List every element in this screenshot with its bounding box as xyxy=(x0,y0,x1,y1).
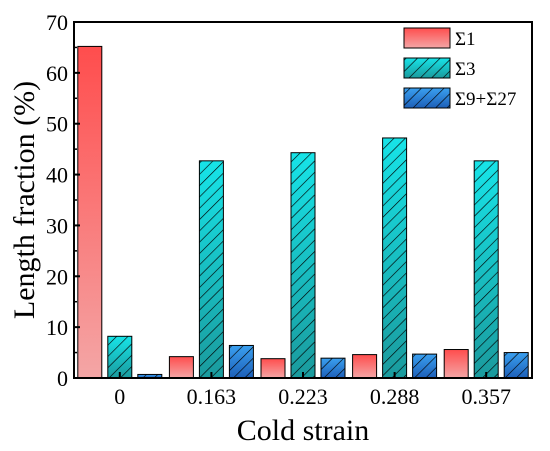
y-tick-label: 20 xyxy=(46,264,68,289)
bar-hatch-Σ9+Σ27-0 xyxy=(137,374,162,378)
x-tick-label: 0.288 xyxy=(370,384,420,409)
y-axis-title: Length fraction (%) xyxy=(8,81,41,319)
bar-hatch-Σ3-0.163 xyxy=(199,160,224,378)
x-tick-label: 0.163 xyxy=(187,384,237,409)
bar-Σ1-0 xyxy=(77,45,103,379)
bar-hatch-Σ9+Σ27-0.163 xyxy=(229,345,254,378)
y-axis: 0 10 20 30 40 50 60 70 xyxy=(46,10,80,391)
y-tick-label: 60 xyxy=(46,61,68,86)
legend-label: Σ3 xyxy=(455,59,476,80)
x-tick-label: 0 xyxy=(114,384,125,409)
legend-label: Σ9+Σ27 xyxy=(455,89,516,110)
legend-swatch xyxy=(403,27,451,49)
bar-hatch-Σ9+Σ27-0.223 xyxy=(321,358,345,378)
legend-swatch-hatch xyxy=(404,58,450,78)
bar-hatch-Σ9+Σ27-0.288 xyxy=(412,354,437,378)
y-tick-label: 40 xyxy=(46,163,68,188)
bar-Σ1-0.223 xyxy=(260,358,286,379)
y-tick-label: 10 xyxy=(46,315,68,340)
bar-hatch-Σ3-0.223 xyxy=(291,152,315,378)
bar-hatch-Σ3-0 xyxy=(107,336,132,378)
y-tick-label: 70 xyxy=(46,10,68,35)
bar-Σ1-0.163 xyxy=(168,356,194,379)
x-axis-title: Cold strain xyxy=(237,414,370,447)
legend-swatch-hatch xyxy=(404,88,450,108)
x-axis: 0 0.163 0.223 0.288 0.357 xyxy=(114,372,511,409)
bar-hatch-Σ3-0.288 xyxy=(382,137,407,378)
bar-hatch-Σ3-0.357 xyxy=(474,160,499,378)
x-tick-label: 0.357 xyxy=(461,384,511,409)
y-tick-label: 30 xyxy=(46,213,68,238)
bar-layer xyxy=(77,45,529,379)
bar-Σ1-0.357 xyxy=(443,349,469,379)
bar-hatch-Σ9+Σ27-0.357 xyxy=(504,352,529,378)
legend: Σ1 Σ3 Σ9+Σ27 xyxy=(403,27,516,110)
x-tick-label: 0.223 xyxy=(278,384,328,409)
y-tick-label: 50 xyxy=(46,112,68,137)
y-tick-label: 0 xyxy=(57,366,68,391)
legend-label: Σ1 xyxy=(455,29,476,50)
bar-Σ1-0.288 xyxy=(352,354,378,379)
